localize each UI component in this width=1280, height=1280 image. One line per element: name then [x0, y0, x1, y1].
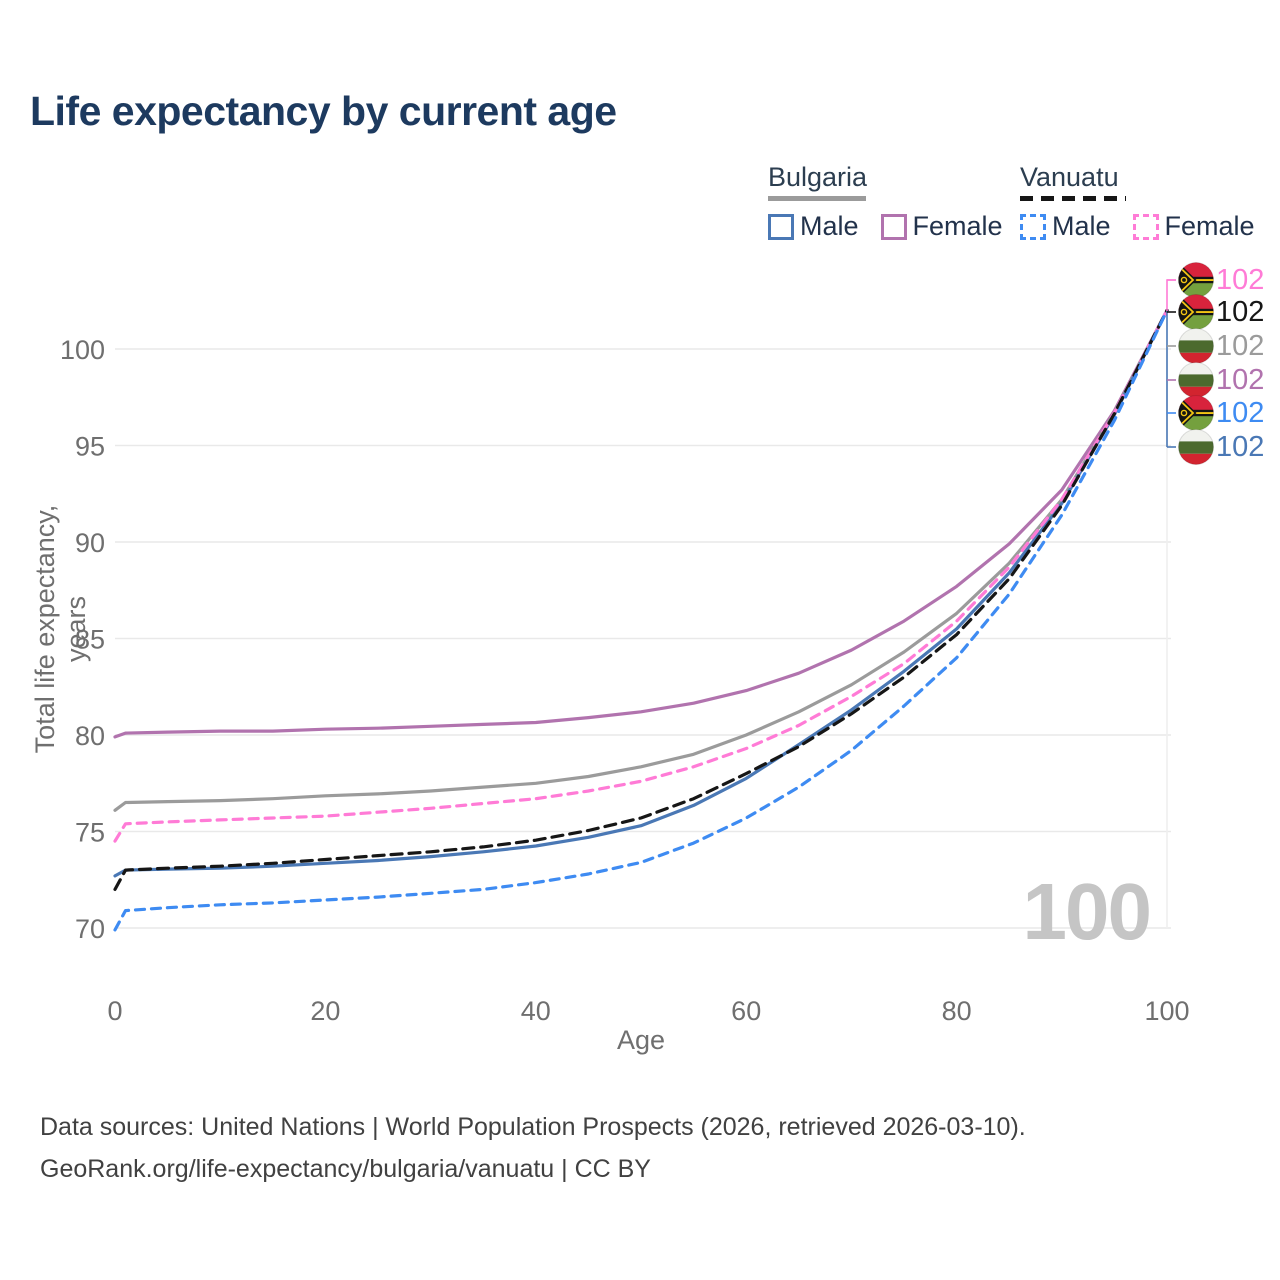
legend-vanuatu-line-sample [1020, 196, 1126, 201]
footer-attribution: GeoRank.org/life-expectancy/bulgaria/van… [40, 1155, 651, 1183]
y-tick-70: 70 [75, 914, 105, 944]
legend-label-bulgaria-male: Male [800, 211, 859, 241]
x-tick-80: 80 [942, 996, 972, 1026]
age-watermark: 100 [1022, 867, 1152, 956]
series-line-vanuatu-male[interactable] [113, 308, 1169, 932]
y-tick-75: 75 [75, 818, 105, 848]
x-tick-20: 20 [310, 996, 340, 1026]
legend-vanuatu-label[interactable]: Vanuatu [1020, 162, 1119, 192]
end-flag-vanuatu-all [1178, 294, 1214, 330]
y-tick-80: 80 [75, 721, 105, 751]
x-tick-40: 40 [521, 996, 551, 1026]
gridlines: 70 75 80 85 90 95 100 0 20 40 60 80 100 Age [60, 335, 1190, 1055]
x-tick-60: 60 [731, 996, 761, 1026]
bulgaria-male-checkbox[interactable] [768, 213, 794, 240]
y-tick-100: 100 [60, 335, 105, 365]
legend-item-vanuatu-male[interactable]: Male [1020, 211, 1111, 242]
x-tick-0: 0 [107, 996, 122, 1026]
end-flag-bulgaria-male [1178, 429, 1214, 465]
legend-label-vanuatu-male: Male [1052, 211, 1111, 241]
series-line-bulgaria-all[interactable] [113, 308, 1169, 812]
footer-data-sources: Data sources: United Nations | World Pop… [40, 1113, 1026, 1141]
end-value-vanuatu-all: 102 [1216, 296, 1265, 328]
end-flag-vanuatu-female [1178, 262, 1214, 298]
vanuatu-flag-icon [1178, 294, 1214, 330]
bulgaria-flag-icon [1178, 328, 1214, 364]
bulgaria-female-checkbox[interactable] [880, 213, 907, 240]
vanuatu-flag-icon [1178, 395, 1214, 431]
leader-lines [1166, 279, 1176, 448]
legend-item-bulgaria-female[interactable]: Female [880, 211, 1003, 242]
end-flag-bulgaria-female [1178, 362, 1214, 398]
end-value-vanuatu-female: 102 [1216, 264, 1265, 296]
end-flag-vanuatu-male [1178, 395, 1214, 431]
page-title: Life expectancy by current age [30, 88, 617, 134]
vanuatu-male-checkbox[interactable] [1020, 213, 1046, 240]
x-axis-title: Age [617, 1025, 665, 1055]
y-axis-title: Total life expectancy, years [30, 504, 91, 754]
legend-label-vanuatu-female: Female [1164, 211, 1255, 241]
legend-item-vanuatu-female[interactable]: Female [1132, 211, 1255, 242]
legend-bulgaria-line-sample [768, 196, 866, 201]
end-value-bulgaria-male: 102 [1216, 431, 1265, 463]
series-line-vanuatu-all[interactable] [113, 308, 1169, 892]
y-tick-85: 85 [75, 625, 105, 655]
series-line-vanuatu-female[interactable] [113, 308, 1169, 843]
legend-group-bulgaria: Bulgaria Male Female [768, 162, 1003, 242]
x-tick-100: 100 [1144, 996, 1189, 1026]
y-tick-90: 90 [75, 528, 105, 558]
end-value-vanuatu-male: 102 [1216, 397, 1265, 429]
legend-item-bulgaria-male[interactable]: Male [768, 211, 859, 242]
end-flag-bulgaria-all [1178, 328, 1214, 364]
end-value-bulgaria-female: 102 [1216, 364, 1265, 396]
y-tick-95: 95 [75, 432, 105, 462]
legend-bulgaria-label[interactable]: Bulgaria [768, 162, 868, 192]
series-line-bulgaria-female[interactable] [113, 308, 1169, 739]
vanuatu-flag-icon [1178, 262, 1214, 298]
legend-label-bulgaria-female: Female [912, 211, 1003, 241]
legend-group-vanuatu: Vanuatu Male Female [1020, 162, 1255, 242]
series-lines [113, 308, 1169, 932]
bulgaria-flag-icon [1178, 362, 1214, 398]
bulgaria-flag-icon [1178, 429, 1214, 465]
end-value-bulgaria-all: 102 [1216, 330, 1265, 362]
footer: Data sources: United Nations | World Pop… [40, 1106, 1026, 1190]
series-line-bulgaria-male[interactable] [113, 308, 1169, 878]
vanuatu-female-checkbox[interactable] [1132, 213, 1159, 240]
